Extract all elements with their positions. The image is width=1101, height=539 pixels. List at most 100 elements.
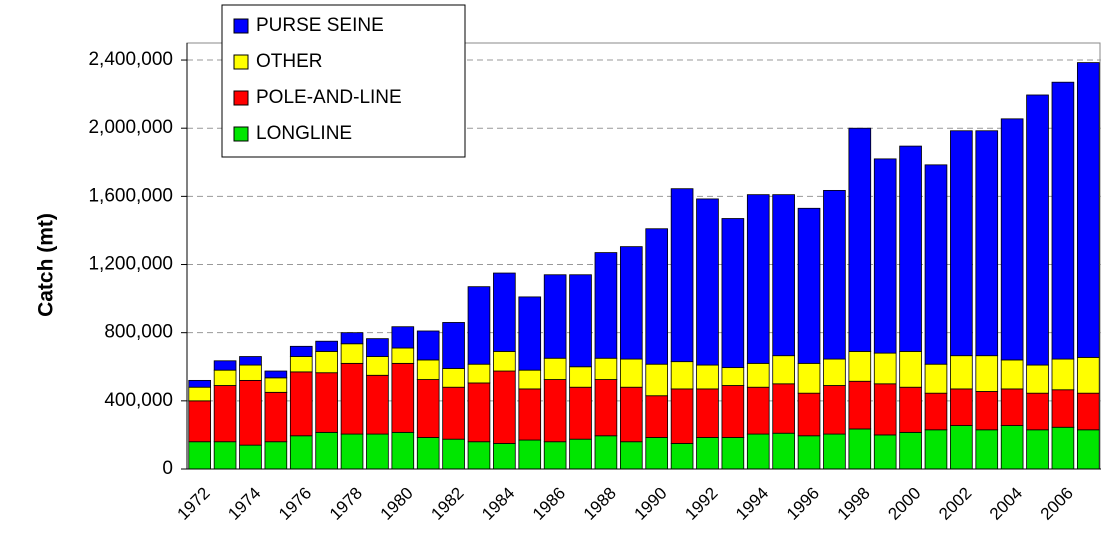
bar-segment [721,367,745,386]
bar-segment [797,362,821,394]
bar-segment [823,385,846,435]
bar-segment [797,392,821,437]
bar-segment [213,360,237,371]
bar-segment [797,435,821,470]
x-tick-label: 1978 [326,484,366,524]
bar-segment [1000,118,1024,361]
legend-box [221,4,466,158]
bar-segment [975,130,999,357]
bar-segment [442,438,465,470]
y-tick-label: 1,200,000 [88,254,173,275]
x-tick-label: 1976 [275,484,315,524]
bar-segment [924,363,948,394]
bar-segment [950,355,973,390]
bar-segment [1076,392,1100,431]
bar-segment [924,164,948,365]
bar-segment [721,218,745,369]
x-tick-label: 1992 [681,484,721,524]
bar-segment [721,385,745,438]
bar-segment [1000,359,1024,390]
bar-segment [873,434,897,470]
bar-segment [289,435,313,470]
y-tick-label: 800,000 [104,322,173,343]
bar-segment [848,380,872,430]
bar-segment [696,198,719,366]
bar-segment [467,441,491,470]
bar-segment [213,385,237,443]
x-tick-label: 2000 [884,484,924,524]
bar-segment [950,425,973,470]
bar-segment [493,370,516,444]
x-tick-label: 2006 [1037,484,1077,524]
bar-segment [543,274,567,359]
bar-segment [848,428,872,470]
bar-segment [366,356,389,376]
bar-segment [975,355,999,392]
bar-segment [594,357,618,380]
bar-segment [772,432,795,470]
legend-label: LONGLINE [256,123,352,144]
bar-segment [391,431,415,470]
x-tick-label: 1996 [783,484,823,524]
x-tick-label: 1988 [580,484,620,524]
bar-segment [315,340,338,352]
bar-segment [543,357,567,380]
x-tick-label: 1974 [224,484,264,524]
bar-segment [696,388,719,438]
bar-segment [823,189,846,360]
bar-segment [366,433,389,470]
bar-segment [289,345,313,357]
bar-segment [391,362,415,433]
bar-segment [1051,81,1075,360]
bar-segment [264,377,288,393]
bar-segment [366,338,389,357]
bar-segment [645,437,669,470]
bar-segment [340,343,364,364]
bar-segment [1026,94,1049,366]
bar-segment [391,347,415,364]
bar-segment [213,441,237,470]
bar-segment [264,441,288,470]
bar-segment [746,433,770,470]
bar-segment [645,228,669,365]
bar-segment [975,391,999,431]
bar-segment [442,322,465,369]
bar-segment [518,439,542,470]
bar-segment [416,379,440,438]
bar-segment [950,388,973,426]
legend-swatch [233,54,249,70]
bar-segment [950,130,973,357]
bar-segment [899,431,922,470]
bar-segment [619,358,643,388]
bar-segment [899,386,922,433]
bar-segment [391,326,415,349]
bar-segment [442,386,465,440]
bar-segment [416,330,440,361]
bar-segment [1000,388,1024,426]
legend-swatch [233,18,249,34]
bar-segment [442,368,465,388]
bar-segment [493,272,516,352]
bar-segment [239,379,262,446]
bar-segment [467,382,491,443]
bar-segment [188,379,212,388]
bar-segment [1076,62,1100,358]
x-tick-label: 1980 [377,484,417,524]
bar-segment [366,374,389,435]
bar-segment [1026,364,1049,394]
legend-label: OTHER [256,51,323,72]
bar-segment [340,433,364,470]
bar-segment [797,207,821,364]
bar-segment [975,429,999,470]
bar-segment [746,386,770,435]
bar-segment [188,386,212,402]
bar-segment [873,352,897,385]
bar-segment [543,379,567,443]
bar-segment [264,370,288,379]
bar-segment [493,443,516,470]
x-tick-label: 1986 [529,484,569,524]
y-tick-label: 400,000 [104,390,173,411]
x-tick-label: 1982 [427,484,467,524]
bar-segment [315,372,338,433]
